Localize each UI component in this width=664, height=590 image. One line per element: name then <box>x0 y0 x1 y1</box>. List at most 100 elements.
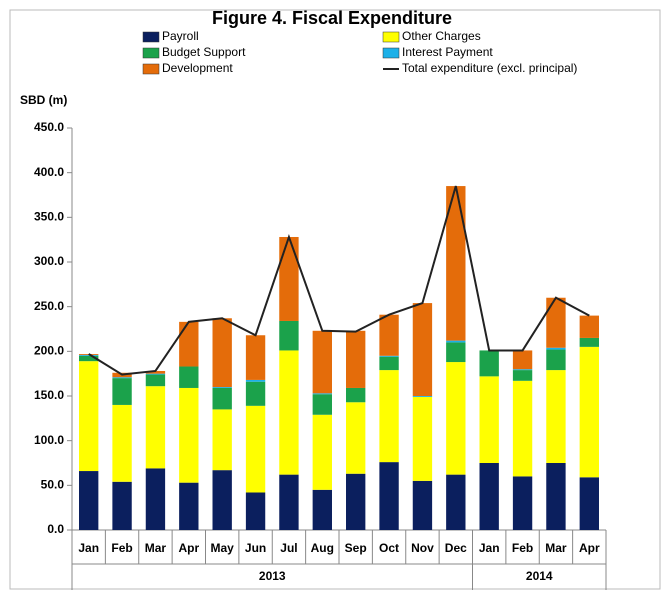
bar-segment <box>312 394 332 415</box>
x-tick-label: Feb <box>512 541 533 555</box>
x-tick-label: May <box>211 541 235 555</box>
bar-segment <box>79 361 99 472</box>
bar-segment <box>446 362 466 475</box>
bar-segment <box>212 387 232 388</box>
bar-segment <box>479 350 499 377</box>
group-label: 2014 <box>526 569 553 583</box>
x-tick-label: Aug <box>311 541 334 555</box>
group-label: 2013 <box>259 569 286 583</box>
bar-segment <box>245 335 266 380</box>
y-tick-label: 250.0 <box>34 299 64 313</box>
x-tick-label: Jun <box>245 541 266 555</box>
bar-segment <box>312 393 332 395</box>
y-tick-label: 50.0 <box>41 478 65 492</box>
bar-segment <box>579 315 599 338</box>
bar-segment <box>479 376 499 463</box>
bar-segment <box>145 468 166 530</box>
bar-segment <box>112 377 132 379</box>
y-tick-label: 200.0 <box>34 344 64 358</box>
bar-segment <box>546 463 566 530</box>
x-tick-label: Feb <box>111 541 132 555</box>
bar-segment <box>346 473 366 530</box>
legend-label: Other Charges <box>402 29 481 43</box>
bar-segment <box>179 366 199 388</box>
bar-segment <box>312 330 332 394</box>
x-tick-label: Sep <box>345 541 367 555</box>
bar-segment <box>446 340 466 343</box>
bar-segment <box>279 236 299 321</box>
x-tick-label: Mar <box>145 541 167 555</box>
bar-segment <box>546 297 566 348</box>
bar-segment <box>279 350 299 475</box>
bar-segment <box>379 355 399 357</box>
legend-swatch <box>142 31 160 43</box>
bar-segment <box>179 387 199 483</box>
y-tick-label: 450.0 <box>34 120 64 134</box>
bar-segment <box>212 387 232 410</box>
bar-segment <box>245 379 266 382</box>
bar-segment <box>245 381 266 406</box>
legend-label: Development <box>162 61 233 75</box>
bar-segment <box>446 186 466 341</box>
legend-label: Interest Payment <box>402 45 493 59</box>
x-tick-label: Oct <box>379 541 399 555</box>
bar-segment <box>79 471 99 530</box>
y-tick-label: 0.0 <box>47 522 64 536</box>
bar-segment <box>112 404 132 482</box>
bar-segment <box>379 370 399 463</box>
legend-label: Total expenditure (excl. principal) <box>402 61 577 75</box>
bar-segment <box>412 480 433 530</box>
x-tick-label: Mar <box>545 541 567 555</box>
y-axis-label: SBD (m) <box>20 93 67 107</box>
chart-title: Figure 4. Fiscal Expenditure <box>212 8 452 28</box>
x-tick-label: Jan <box>479 541 500 555</box>
bar-segment <box>379 462 399 530</box>
legend-swatch <box>382 31 400 43</box>
bar-segment <box>512 380 533 477</box>
legend-swatch <box>382 47 400 59</box>
bar-segment <box>512 350 533 370</box>
x-tick-label: Dec <box>445 541 467 555</box>
bar-segment <box>245 492 266 530</box>
bar-segment <box>79 355 99 362</box>
bar-segment <box>546 370 566 463</box>
total-line <box>88 185 590 376</box>
y-tick-label: 350.0 <box>34 210 64 224</box>
bar-segment <box>579 477 599 530</box>
bar-segment <box>245 405 266 493</box>
bar-segment <box>279 320 299 351</box>
bar-segment <box>145 370 166 374</box>
legend-label: Budget Support <box>162 45 246 59</box>
x-tick-label: Nov <box>411 541 434 555</box>
x-tick-label: Apr <box>178 541 199 555</box>
bar-segment <box>212 318 232 388</box>
bar-segment <box>112 481 132 530</box>
bar-segment <box>512 476 533 530</box>
bar-segment <box>479 463 499 530</box>
legend-swatch <box>142 63 160 75</box>
y-tick-label: 100.0 <box>34 433 64 447</box>
bar-segment <box>346 402 366 474</box>
bar-segment <box>379 314 399 356</box>
bar-segment <box>579 346 599 478</box>
bar-segment <box>512 370 533 381</box>
bar-segment <box>145 373 166 375</box>
x-tick-label: Apr <box>579 541 600 555</box>
bar-segment <box>145 386 166 469</box>
bar-segment <box>279 474 299 530</box>
bar-segment <box>79 354 99 356</box>
bar-segment <box>546 347 566 350</box>
bar-segment <box>212 409 232 471</box>
bar-segment <box>579 337 599 347</box>
bar-segment <box>446 474 466 530</box>
x-tick-label: Jan <box>78 541 99 555</box>
legend-swatch <box>142 47 160 59</box>
bar-segment <box>412 396 433 397</box>
bar-segment <box>112 378 132 405</box>
bar-segment <box>512 369 533 371</box>
bar-segment <box>346 387 366 403</box>
y-tick-label: 300.0 <box>34 254 64 268</box>
bar-segment <box>179 482 199 530</box>
bar-segment <box>145 374 166 387</box>
